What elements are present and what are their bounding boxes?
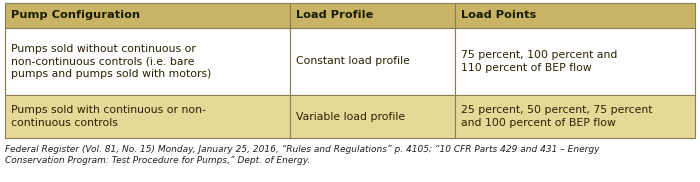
Bar — [290, 95, 455, 138]
Bar — [455, 3, 695, 28]
Text: Pump Configuration: Pump Configuration — [11, 11, 140, 21]
Bar — [5, 95, 290, 138]
Text: Load Profile: Load Profile — [296, 11, 373, 21]
Text: Constant load profile: Constant load profile — [296, 56, 410, 66]
Bar — [5, 3, 290, 28]
Text: Load Points: Load Points — [461, 11, 536, 21]
Text: 25 percent, 50 percent, 75 percent
and 100 percent of BEP flow: 25 percent, 50 percent, 75 percent and 1… — [461, 105, 652, 128]
Bar — [290, 28, 455, 95]
Text: Pumps sold without continuous or
non-continuous controls (i.e. bare
pumps and pu: Pumps sold without continuous or non-con… — [11, 44, 211, 79]
Text: Pumps sold with continuous or non-
continuous controls: Pumps sold with continuous or non- conti… — [11, 105, 206, 128]
Bar — [290, 3, 455, 28]
Text: 75 percent, 100 percent and
110 percent of BEP flow: 75 percent, 100 percent and 110 percent … — [461, 50, 617, 73]
Bar — [455, 28, 695, 95]
Text: Variable load profile: Variable load profile — [296, 112, 405, 122]
Text: Federal Register (Vol. 81, No. 15) Monday, January 25, 2016, “Rules and Regulati: Federal Register (Vol. 81, No. 15) Monda… — [5, 145, 599, 165]
Bar — [455, 95, 695, 138]
Bar — [5, 28, 290, 95]
